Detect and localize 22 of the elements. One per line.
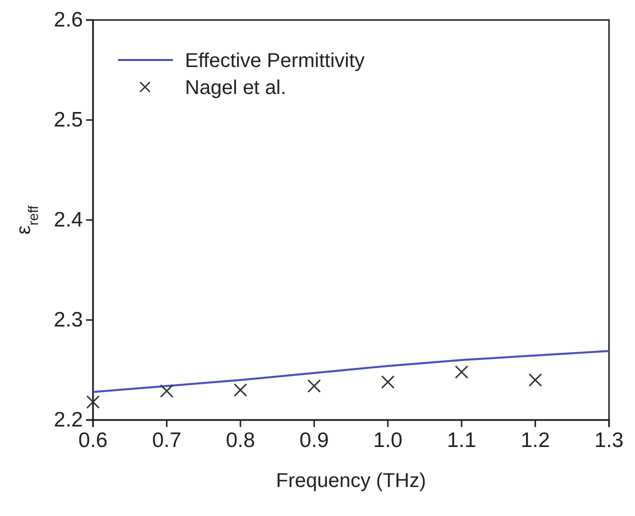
point [307,379,321,393]
legend-label: Nagel et al. [185,77,286,99]
x-tick-label: 1.2 [520,428,550,452]
point [528,373,542,387]
line-series [92,350,610,393]
x-tick-label: 1.0 [373,428,402,452]
y-tick-label: 2.4 [54,208,84,232]
point [160,384,174,398]
x-axis-title: Frequency (THz) [276,470,426,492]
y-tick-label: 2.5 [54,108,83,132]
point [454,365,468,379]
y-tick-label: 2.3 [54,308,83,332]
x-tick-label: 1.3 [594,428,624,452]
y-tick-label: 2.6 [54,8,83,32]
x-tick-label: 0.7 [152,428,182,452]
point [86,395,100,409]
legend-label: Effective Permittivity [185,50,365,72]
x-tick-label: 1.1 [446,428,476,452]
x-tick-label: 0.8 [226,428,256,452]
point [234,383,248,397]
point [381,375,395,389]
x-tick-label: 0.9 [300,428,329,452]
